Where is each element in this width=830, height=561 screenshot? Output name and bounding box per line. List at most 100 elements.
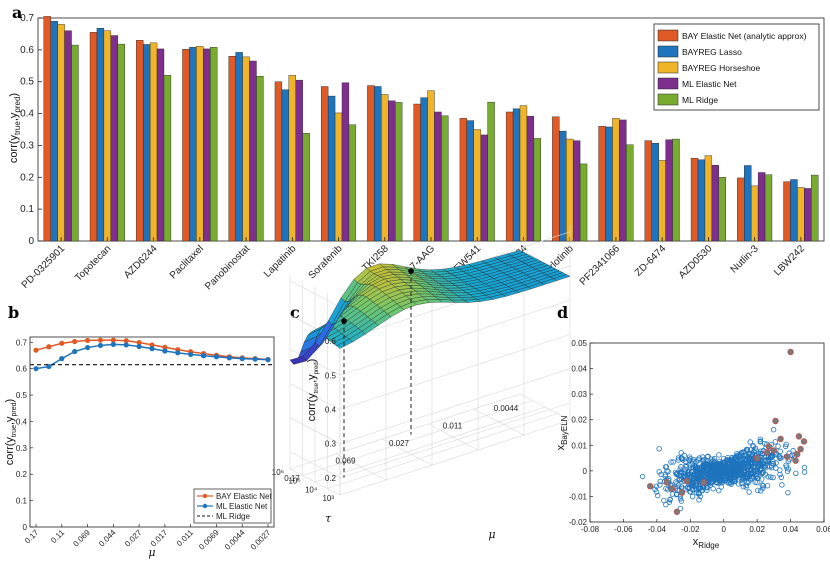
x-tick-label-d: -0.06 [614, 525, 633, 534]
x-tick-label-b: 0.069 [71, 528, 92, 549]
legend-label-b: ML Elastic Net [216, 502, 268, 511]
series-point-b [123, 338, 129, 344]
series-point-b [33, 366, 39, 372]
legend-swatch-a [657, 29, 679, 42]
series-point-b [162, 348, 168, 354]
scatter-point [639, 473, 646, 480]
scatter-point [700, 458, 706, 464]
scatter-point [757, 436, 764, 442]
z-tick-label-c: 0.3 [325, 440, 337, 449]
bar [348, 124, 357, 242]
x-tick-label-c: 0.027 [389, 439, 410, 448]
scatter-point [779, 482, 785, 488]
bar [420, 97, 428, 242]
scatter-point [692, 463, 698, 469]
scatter-point [760, 485, 766, 491]
series-point-b [84, 337, 91, 344]
x-tick-label-b: 0.0044 [223, 528, 247, 552]
y-tick-label-c: 10⁴ [305, 485, 318, 494]
z-tick-label-c: 0.6 [325, 337, 337, 346]
scatter-point [687, 482, 693, 488]
scatter-point [738, 468, 744, 475]
scatter-point [689, 493, 696, 500]
series-point-b [239, 356, 245, 362]
x-tick-label-a: Lapatinib [262, 243, 299, 280]
scatter-point [707, 470, 713, 476]
scatter-panel-d: -0.08 -0.06 -0.04 -0.02 0 0.02 0.04 0.06 -0.02 -0… [555, 339, 830, 550]
bar [274, 81, 283, 242]
bar [672, 138, 680, 242]
scatter-point [801, 469, 808, 475]
bar [156, 48, 165, 242]
bar [626, 144, 634, 242]
x-tick-label-c: 0.069 [335, 457, 356, 466]
scatter-point [782, 443, 789, 450]
x-axis-label-b: μ [148, 546, 155, 559]
scatter-point [708, 459, 715, 465]
scatter-point [653, 483, 660, 490]
scatter-point [693, 466, 700, 473]
bar [697, 159, 706, 242]
scatter-point [699, 454, 706, 460]
bar [388, 100, 396, 242]
series-point-b [46, 344, 52, 350]
scatter-point [657, 482, 663, 488]
bar [427, 90, 435, 242]
scatter-point [657, 478, 663, 485]
scatter-point [719, 471, 725, 477]
bar [487, 101, 495, 242]
x-tick-label-b: 0.11 [49, 528, 66, 545]
legend-swatch-a [657, 61, 679, 74]
scatter-point [663, 501, 669, 508]
bar [103, 30, 112, 242]
scatter-point [686, 454, 693, 460]
y-tick-label-d: -0.01 [569, 492, 588, 501]
scatter-point [740, 464, 746, 470]
panel-b-letter: b [8, 303, 19, 322]
y-tick-label-a: 0.5 [20, 77, 34, 88]
scatter-point [777, 471, 783, 478]
scatter-point [678, 464, 684, 470]
bar [210, 47, 218, 242]
scatter-point [727, 457, 733, 464]
scatter-point [735, 481, 742, 487]
series-point-b [72, 338, 78, 345]
scatter-point [738, 453, 744, 459]
x-tick-label-a: LBW242 [772, 243, 807, 278]
bar [473, 129, 481, 242]
bar [744, 165, 752, 242]
x-tick-label-a: Topotecan [73, 243, 113, 283]
y-axis-label-a: corr(ytrue,ypred) [8, 93, 22, 163]
scatter-point [777, 448, 783, 455]
scatter-point [716, 452, 722, 458]
y-tick-label-a: 0.2 [20, 172, 34, 183]
bar [559, 130, 567, 242]
scatter-point [691, 456, 697, 463]
scatter-point [749, 460, 756, 467]
y-tick-label-c: 10³ [322, 494, 334, 503]
scatter-point [666, 499, 673, 505]
z-tick-label-c: 0.2 [325, 474, 337, 483]
scatter-point [652, 486, 658, 493]
y-tick-label-a: 0.4 [20, 109, 34, 120]
bar [704, 155, 713, 242]
scatter-point [718, 463, 724, 469]
ticks-d: -0.08 -0.06 -0.04 -0.02 0 0.02 0.04 0.06 -0.02 -0… [569, 339, 830, 534]
y-tick-label-a: 0 [28, 236, 34, 247]
scatter-point [731, 458, 737, 464]
highlighted-point [763, 449, 771, 456]
scatter-point [770, 474, 776, 481]
scatter-point [770, 427, 777, 433]
bar [149, 42, 158, 242]
bar [235, 52, 243, 242]
bar [413, 103, 421, 242]
floor-grid-line [302, 400, 533, 476]
legend-box-a [653, 23, 820, 111]
scatter-point [688, 489, 694, 495]
scatter-point [765, 458, 772, 464]
bar [690, 157, 699, 242]
scatter-point [750, 474, 757, 481]
y-tick-label-b: 0.7 [16, 338, 28, 347]
scatter-point [793, 470, 799, 477]
